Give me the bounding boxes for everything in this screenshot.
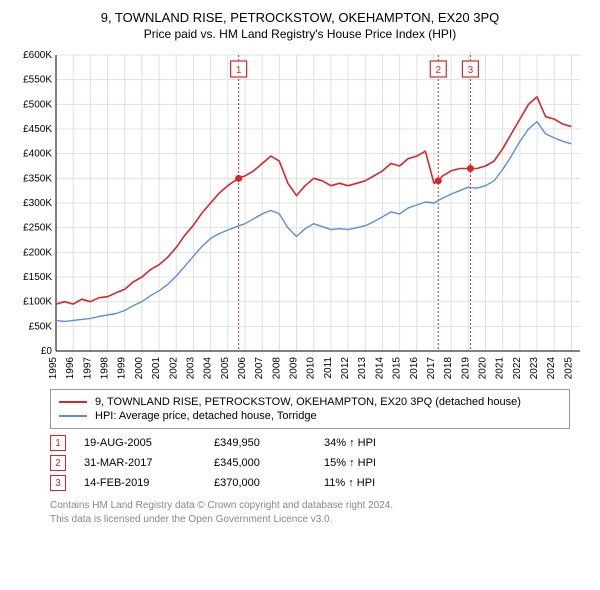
- svg-text:£250K: £250K: [23, 223, 52, 234]
- sale-marker-icon: 2: [50, 455, 66, 471]
- legend-swatch: [59, 415, 87, 417]
- svg-text:2023: 2023: [529, 357, 540, 379]
- legend-swatch: [59, 401, 87, 403]
- svg-text:£450K: £450K: [23, 124, 52, 135]
- svg-text:2024: 2024: [546, 357, 557, 379]
- svg-text:2025: 2025: [563, 357, 574, 379]
- sale-delta: 15% ↑ HPI: [324, 457, 424, 469]
- sale-price: £349,950: [214, 437, 324, 449]
- svg-text:2017: 2017: [426, 357, 437, 379]
- svg-text:2015: 2015: [392, 357, 403, 379]
- svg-text:2007: 2007: [254, 357, 265, 379]
- svg-text:2009: 2009: [289, 357, 300, 379]
- price-chart: £0 £50K £100K £150K £200K £250K £300K £350K £400…: [10, 49, 590, 379]
- sale-marker-icon: 1: [50, 435, 66, 451]
- legend: 9, TOWNLAND RISE, PETROCKSTOW, OKEHAMPTO…: [50, 389, 570, 429]
- svg-text:2010: 2010: [306, 357, 317, 379]
- svg-text:1995: 1995: [48, 357, 59, 379]
- svg-text:2005: 2005: [220, 357, 231, 379]
- svg-text:2012: 2012: [340, 357, 351, 379]
- svg-text:2006: 2006: [237, 357, 248, 379]
- svg-text:2: 2: [435, 65, 441, 76]
- svg-text:2008: 2008: [271, 357, 282, 379]
- sale-date: 31-MAR-2017: [84, 457, 214, 469]
- svg-text:£150K: £150K: [23, 272, 52, 283]
- legend-item: HPI: Average price, detached house, Torr…: [59, 410, 561, 422]
- legend-item: 9, TOWNLAND RISE, PETROCKSTOW, OKEHAMPTO…: [59, 396, 561, 408]
- svg-text:2001: 2001: [151, 357, 162, 379]
- svg-text:£500K: £500K: [23, 99, 52, 110]
- svg-text:£300K: £300K: [23, 198, 52, 209]
- svg-text:2013: 2013: [357, 357, 368, 379]
- sale-price: £370,000: [214, 477, 324, 489]
- attribution-line: Contains HM Land Registry data © Crown c…: [50, 499, 570, 513]
- legend-label: 9, TOWNLAND RISE, PETROCKSTOW, OKEHAMPTO…: [95, 396, 521, 408]
- attribution-line: This data is licensed under the Open Gov…: [50, 513, 570, 527]
- page-title: 9, TOWNLAND RISE, PETROCKSTOW, OKEHAMPTO…: [10, 10, 590, 25]
- svg-text:£200K: £200K: [23, 247, 52, 258]
- svg-text:1996: 1996: [65, 357, 76, 379]
- sale-price: £345,000: [214, 457, 324, 469]
- svg-text:1999: 1999: [117, 357, 128, 379]
- page-subtitle: Price paid vs. HM Land Registry's House …: [10, 27, 590, 41]
- svg-text:£0: £0: [41, 346, 53, 357]
- svg-text:2000: 2000: [134, 357, 145, 379]
- sale-marker-icon: 3: [50, 475, 66, 491]
- sale-delta: 34% ↑ HPI: [324, 437, 424, 449]
- attribution: Contains HM Land Registry data © Crown c…: [50, 499, 570, 527]
- svg-text:1998: 1998: [100, 357, 111, 379]
- sale-delta: 11% ↑ HPI: [324, 477, 424, 489]
- svg-text:2021: 2021: [495, 357, 506, 379]
- svg-text:2018: 2018: [443, 357, 454, 379]
- svg-text:1: 1: [236, 65, 242, 76]
- svg-text:£350K: £350K: [23, 173, 52, 184]
- svg-text:£50K: £50K: [29, 321, 53, 332]
- svg-text:2002: 2002: [168, 357, 179, 379]
- svg-text:2019: 2019: [460, 357, 471, 379]
- sale-date: 19-AUG-2005: [84, 437, 214, 449]
- sale-date: 14-FEB-2019: [84, 477, 214, 489]
- svg-text:£400K: £400K: [23, 149, 52, 160]
- svg-text:1997: 1997: [82, 357, 93, 379]
- legend-label: HPI: Average price, detached house, Torr…: [95, 410, 317, 422]
- sale-row: 1 19-AUG-2005£349,95034% ↑ HPI: [50, 435, 570, 451]
- svg-text:2020: 2020: [478, 357, 489, 379]
- chart-container: 9, TOWNLAND RISE, PETROCKSTOW, OKEHAMPTO…: [0, 0, 600, 537]
- svg-text:3: 3: [468, 65, 474, 76]
- svg-text:2011: 2011: [323, 357, 334, 379]
- svg-text:2004: 2004: [203, 357, 214, 379]
- sales-table: 1 19-AUG-2005£349,95034% ↑ HPI 2 31-MAR-201…: [50, 435, 570, 491]
- svg-text:£550K: £550K: [23, 75, 52, 86]
- svg-text:2016: 2016: [409, 357, 420, 379]
- chart-area: £0 £50K £100K £150K £200K £250K £300K £350K £400…: [10, 49, 590, 379]
- svg-text:£600K: £600K: [23, 50, 52, 61]
- svg-text:2014: 2014: [374, 357, 385, 379]
- svg-text:2022: 2022: [512, 357, 523, 379]
- svg-text:2003: 2003: [185, 357, 196, 379]
- sale-row: 3 14-FEB-2019£370,00011% ↑ HPI: [50, 475, 570, 491]
- svg-text:£100K: £100K: [23, 297, 52, 308]
- sale-row: 2 31-MAR-2017£345,00015% ↑ HPI: [50, 455, 570, 471]
